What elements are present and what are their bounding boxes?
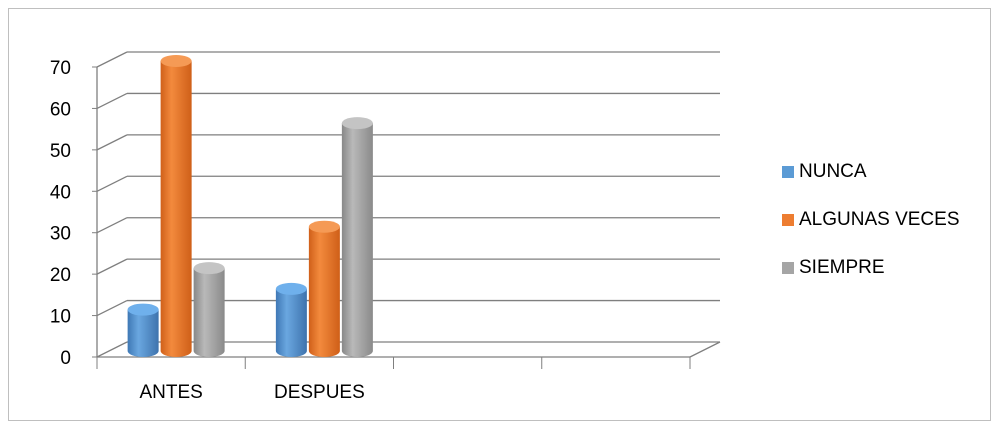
bar-antes-algunas-veces-top [160,55,192,67]
bar-antes-nunca-body [127,309,159,357]
bars [127,55,373,358]
bar-despues-algunas-veces-body [308,226,340,357]
gridline-diagonal-6 [96,92,128,110]
bar-despues-algunas-veces [308,220,340,357]
bar-antes-algunas-veces [160,55,192,357]
gridline-diagonal-0 [96,341,128,358]
bar-despues-siempre-top [341,117,373,130]
bar-despues-siempre-body [341,123,373,358]
gridline-diagonal-5 [96,134,128,151]
bar-despues-nunca [275,282,307,357]
legend-item-algunas-veces: ALGUNAS VECES [782,208,960,232]
x-axis-categories: ANTES DESPUES [96,357,691,403]
gridline-diagonal-1 [96,299,128,317]
y-axis-ticks: 0 10 20 30 40 50 60 70 [50,58,97,369]
y-tick-label-4: 40 [50,182,71,203]
legend-swatch-algunas-veces [782,214,794,226]
x-tick-label-1: DESPUES [274,382,365,403]
y-tick-label-2: 20 [50,265,71,286]
y-tick-label-0: 0 [60,348,71,369]
bar-antes-siempre-top [193,262,225,275]
bar-despues-siempre [341,117,373,358]
y-tick-label-1: 10 [50,307,71,328]
legend-label-algunas-veces: ALGUNAS VECES [799,209,960,230]
bar-antes-algunas-veces-body [160,61,192,357]
bar-despues-nunca-body [275,288,307,357]
gridline-diagonal-4 [96,175,128,192]
bar-antes-nunca-top [127,303,159,316]
legend-label-siempre: SIEMPRE [799,257,885,278]
legend-item-nunca: NUNCA [782,160,960,184]
y-tick-label-7: 70 [50,58,71,79]
bar-despues-nunca-top [275,282,307,295]
gridline-diagonal-2 [96,258,128,275]
gridline-diagonal-3 [96,217,128,234]
y-tick-label-5: 50 [50,141,71,162]
floor-right-edge [689,341,721,358]
legend: NUNCA ALGUNAS VECES SIEMPRE [782,160,960,304]
y-tick-label-3: 30 [50,224,71,245]
legend-label-nunca: NUNCA [799,161,867,182]
legend-item-siempre: SIEMPRE [782,256,960,280]
x-tick-label-0: ANTES [139,382,202,403]
bar-antes-siempre-body [193,268,225,357]
bar-antes-nunca [127,303,159,357]
bar-antes-siempre [193,262,225,357]
legend-swatch-nunca [782,166,794,178]
legend-swatch-siempre [782,262,794,274]
y-tick-label-6: 60 [50,99,71,120]
bar-despues-algunas-veces-top [308,220,340,233]
gridline-diagonal-7 [96,51,128,68]
